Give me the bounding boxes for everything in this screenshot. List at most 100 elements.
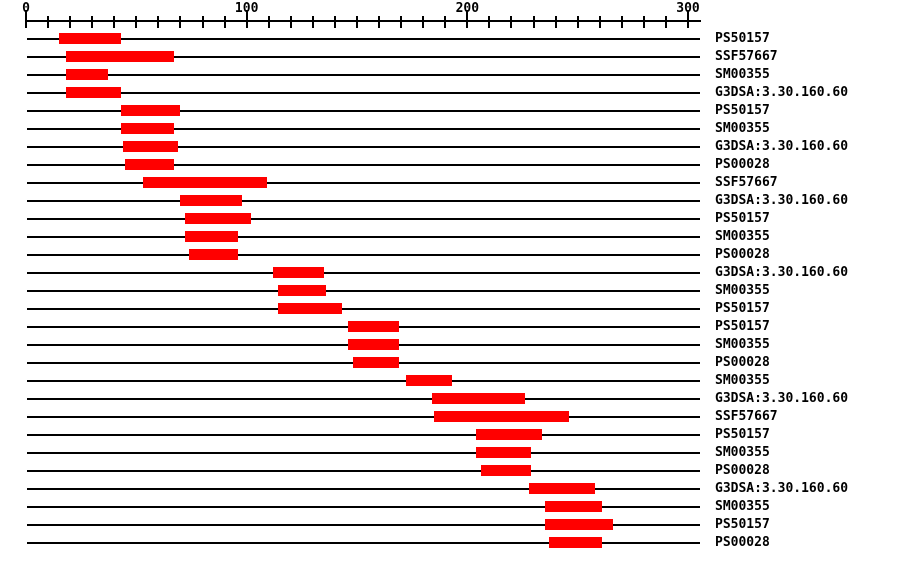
track-line (27, 109, 700, 112)
axis-minor-tick (422, 16, 425, 28)
track-line (27, 469, 700, 472)
feature-label: SM00355 (715, 283, 770, 299)
track-line (27, 433, 700, 436)
feature-label: G3DSA:3.30.160.60 (715, 481, 849, 497)
feature-bar (476, 447, 532, 459)
feature-label: SM00355 (715, 445, 770, 461)
axis-minor-tick (47, 16, 50, 28)
feature-label: PS50157 (715, 301, 770, 317)
axis-minor-tick (378, 16, 381, 28)
feature-label: PS50157 (715, 427, 770, 443)
feature-label: PS00028 (715, 355, 770, 371)
axis-minor-tick (267, 16, 270, 28)
feature-bar (480, 465, 532, 477)
feature-label: SM00355 (715, 337, 770, 353)
feature-label: PS00028 (715, 463, 770, 479)
axis-tick-label: 0 (22, 1, 30, 16)
axis-minor-tick (642, 16, 645, 28)
feature-bar (65, 87, 121, 99)
feature-bar (529, 483, 596, 495)
axis-tick-label: 200 (455, 1, 480, 16)
track-line (27, 199, 700, 202)
feature-bar (352, 357, 399, 369)
track-line (27, 307, 700, 310)
feature-bar (432, 393, 525, 405)
axis-major-tick (687, 10, 689, 28)
axis-minor-tick (135, 16, 138, 28)
axis-major-tick (25, 10, 27, 28)
track-line (27, 145, 700, 148)
axis-tick-label: 100 (234, 1, 259, 16)
feature-bar (273, 267, 324, 279)
axis-minor-tick (223, 16, 226, 28)
track-line (27, 523, 700, 526)
feature-bar (65, 51, 174, 63)
track-line (27, 415, 700, 418)
axis-minor-tick (620, 16, 623, 28)
track-line (27, 379, 700, 382)
axis-minor-tick (179, 16, 182, 28)
track-line (27, 289, 700, 292)
feature-bar (125, 159, 174, 171)
track-line (27, 217, 700, 220)
feature-label: PS00028 (715, 157, 770, 173)
track-line (27, 163, 700, 166)
feature-label: SSF57667 (715, 49, 778, 65)
feature-bar (348, 321, 399, 333)
feature-label: SM00355 (715, 373, 770, 389)
feature-label: PS00028 (715, 247, 770, 263)
axis-minor-tick (201, 16, 204, 28)
feature-label: SM00355 (715, 67, 770, 83)
feature-label: PS50157 (715, 319, 770, 335)
feature-bar (184, 231, 238, 243)
axis-minor-tick (598, 16, 601, 28)
axis-minor-tick (356, 16, 358, 28)
track-line (27, 91, 700, 94)
track-line (27, 487, 700, 490)
feature-label: PS50157 (715, 31, 770, 47)
track-line (27, 397, 700, 400)
feature-label: SM00355 (715, 499, 770, 515)
axis-minor-tick (333, 16, 336, 28)
feature-bar (277, 285, 327, 297)
track-line (27, 505, 700, 508)
feature-label: G3DSA:3.30.160.60 (715, 265, 849, 281)
axis-minor-tick (664, 16, 667, 28)
feature-bar (544, 501, 602, 513)
track-line (27, 181, 700, 184)
feature-label: G3DSA:3.30.160.60 (715, 139, 849, 155)
feature-bar (348, 339, 399, 351)
feature-label: G3DSA:3.30.160.60 (715, 85, 849, 101)
feature-label: SM00355 (715, 121, 770, 137)
axis-minor-tick (510, 16, 513, 28)
track-line (27, 271, 700, 274)
feature-bar (120, 123, 174, 135)
feature-bar (180, 195, 243, 207)
feature-bar (405, 375, 452, 387)
axis-minor-tick (157, 16, 160, 28)
axis-tick-label: 300 (676, 1, 700, 16)
axis-minor-tick (289, 16, 292, 28)
feature-bar (65, 69, 108, 81)
axis-minor-tick (532, 16, 535, 28)
axis-major-tick (466, 10, 469, 28)
feature-bar (123, 141, 179, 153)
feature-bar (434, 411, 569, 423)
axis-minor-tick (488, 16, 491, 28)
track-line (27, 451, 700, 454)
track-line (27, 37, 700, 40)
axis-minor-tick (69, 16, 72, 28)
feature-label: PS00028 (715, 535, 770, 551)
axis-minor-tick (311, 16, 314, 28)
feature-label: G3DSA:3.30.160.60 (715, 193, 849, 209)
feature-label: PS50157 (715, 517, 770, 533)
axis-minor-tick (576, 16, 579, 28)
feature-bar (120, 105, 181, 117)
feature-label: SSF57667 (715, 409, 778, 425)
track-line (27, 73, 700, 76)
track-line (27, 235, 700, 238)
feature-label: SM00355 (715, 229, 770, 245)
track-line (27, 55, 700, 58)
feature-bar (184, 213, 252, 225)
